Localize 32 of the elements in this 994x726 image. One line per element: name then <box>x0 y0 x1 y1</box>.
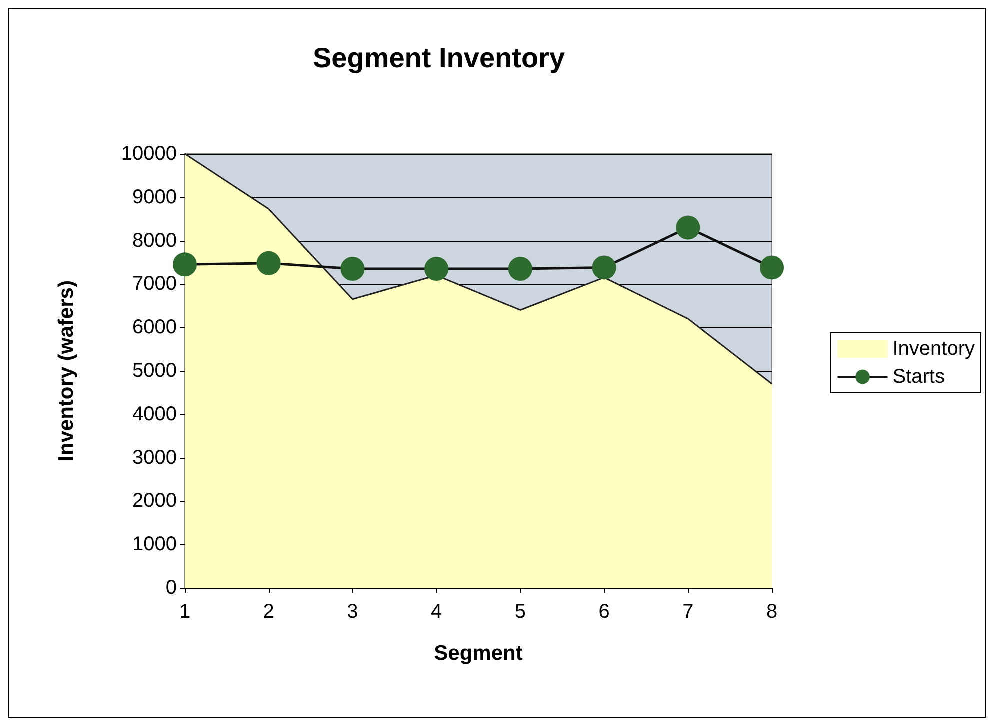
y-tick-label: 7000 <box>132 273 177 296</box>
legend-label: Inventory <box>892 338 975 360</box>
point <box>760 256 784 280</box>
y-tick-label: 8000 <box>132 230 177 252</box>
x-tick-label: 3 <box>347 601 358 623</box>
y-tick-label: 1000 <box>132 534 177 556</box>
x-tick-label: 6 <box>598 601 610 623</box>
point <box>256 251 281 276</box>
legend-label: Starts <box>892 366 945 388</box>
y-tick-label: 0 <box>166 577 177 599</box>
y-tick-label: 4000 <box>132 403 177 426</box>
point <box>424 257 449 282</box>
point <box>592 256 616 280</box>
y-tick-label: 3000 <box>132 446 177 469</box>
x-tick-label: 7 <box>682 601 694 623</box>
x-axis-title: Segment <box>434 642 523 665</box>
y-axis-title: Inventory (wafers) <box>55 280 78 462</box>
chart-title: Segment Inventory <box>312 42 566 74</box>
point <box>173 252 197 277</box>
x-tick-label: 4 <box>431 601 442 623</box>
x-tick-label: 1 <box>179 601 191 623</box>
y-tick-label: 2000 <box>132 490 177 512</box>
point <box>676 216 700 240</box>
x-tick-label: 5 <box>514 601 526 623</box>
y-tick-label: 10000 <box>121 143 177 165</box>
x-tick-label: 8 <box>766 601 778 623</box>
point <box>508 257 532 282</box>
y-tick-label: 9000 <box>132 186 177 208</box>
y-tick-label: 6000 <box>132 316 177 339</box>
x-tick-label: 2 <box>263 601 274 623</box>
point <box>340 257 365 282</box>
y-tick-label: 5000 <box>132 360 177 382</box>
